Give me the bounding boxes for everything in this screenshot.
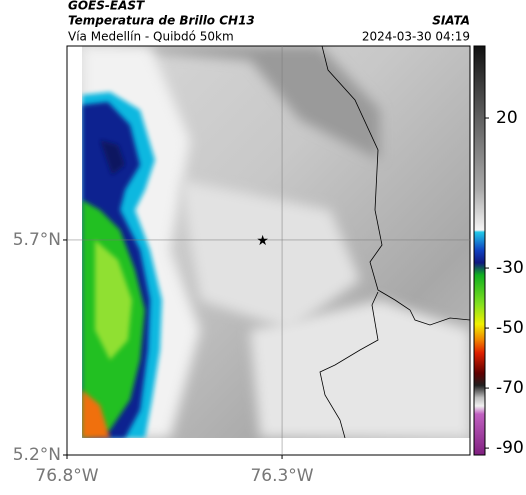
title: GOES-EAST — [68, 0, 145, 13]
location-marker: ★ — [256, 233, 269, 249]
y-tick-label: 5.2°N — [13, 445, 61, 465]
y-tick-label: 5.7°N — [13, 230, 61, 250]
colorbar-tick-label: -50 — [496, 318, 524, 338]
colorbar-tick-label: -30 — [496, 258, 524, 278]
source: SIATA — [432, 14, 470, 28]
colorbar — [473, 45, 486, 456]
colorbar-tick-label: -90 — [496, 438, 524, 458]
satellite-image — [82, 46, 470, 438]
colorbar-tick-label: -70 — [496, 378, 524, 398]
x-tick-label: 76.8°W — [35, 466, 98, 486]
timestamp: 2024-03-30 04:19 — [362, 30, 470, 44]
x-tick-label: 76.3°W — [250, 466, 313, 486]
subtitle: Temperatura de Brillo CH13 — [68, 14, 255, 28]
colorbar-tick-label: 20 — [496, 108, 518, 128]
region: Vía Medellín - Quibdó 50km — [68, 30, 234, 44]
map-frame — [66, 45, 471, 456]
